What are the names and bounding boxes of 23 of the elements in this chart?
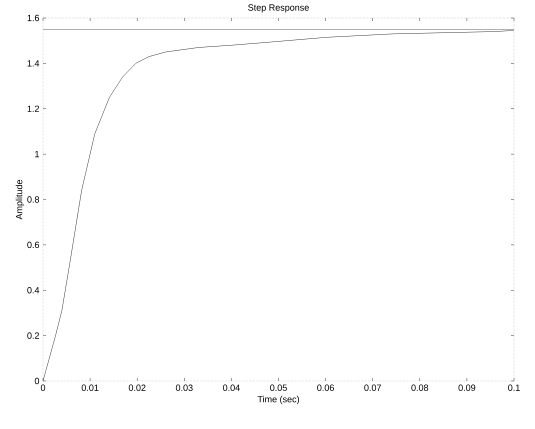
x-tick-label: 0.02 [128, 384, 146, 391]
y-tick-label: 0.6 [27, 242, 40, 248]
y-tick-label: 0.2 [27, 332, 40, 339]
x-tick-label: 0.08 [411, 384, 428, 391]
chart-title: Step Response [248, 4, 309, 12]
y-tick-label: 1 [35, 151, 40, 158]
x-tick-label: 0 [40, 384, 46, 391]
y-tick-label: 1.6 [28, 14, 40, 22]
x-tick-label: 0.09 [458, 384, 476, 391]
y-axis-title: Amplitude [16, 180, 24, 220]
x-tick-label: 0.06 [317, 384, 334, 391]
x-tick-label: 0.07 [364, 384, 382, 391]
x-tick-label: 0.03 [176, 384, 193, 391]
y-tick-label: 0.4 [27, 287, 40, 294]
x-tick-label: 0.04 [222, 384, 240, 391]
y-tick-label: 0.8 [27, 196, 40, 203]
x-axis-title: Time (sec) [258, 396, 300, 404]
x-tick-label: 0.05 [270, 384, 287, 391]
y-tick-label: 1.2 [28, 106, 40, 112]
y-tick-label: 1.4 [28, 60, 40, 66]
y-tick-label: 0 [34, 378, 40, 384]
x-tick-label: 0.1 [508, 384, 520, 391]
x-tick-label: 0.01 [82, 384, 98, 391]
